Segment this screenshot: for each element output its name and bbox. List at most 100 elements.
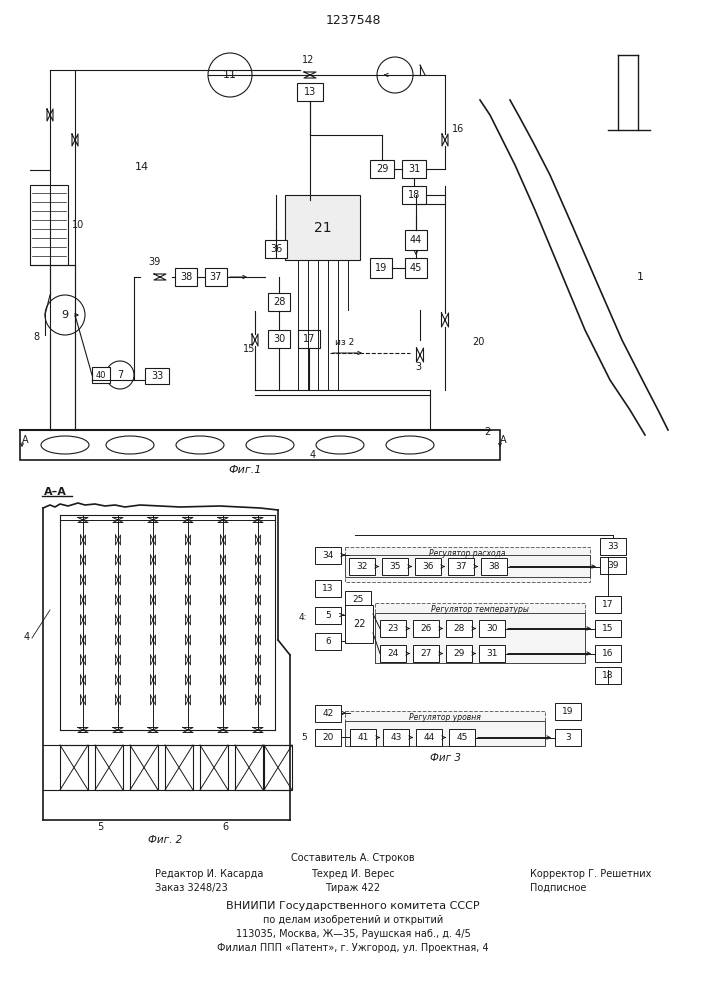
Text: 33: 33	[607, 542, 619, 551]
Bar	[595, 596, 621, 613]
Bar	[268, 330, 290, 348]
Text: Фиг.1: Фиг.1	[228, 465, 262, 475]
Bar	[555, 703, 581, 720]
Text: Техред И. Верес: Техред И. Верес	[311, 869, 395, 879]
Text: 4: 4	[310, 450, 316, 460]
Text: 14: 14	[135, 162, 149, 172]
Text: 4: 4	[24, 632, 30, 642]
Bar	[345, 591, 371, 608]
Text: 22: 22	[353, 619, 366, 629]
Bar	[345, 605, 373, 643]
Bar	[60, 745, 88, 790]
Bar	[315, 547, 341, 564]
Text: 16: 16	[452, 124, 464, 134]
Text: 36: 36	[422, 562, 434, 571]
Text: Корректор Г. Решетних: Корректор Г. Решетних	[530, 869, 651, 879]
Bar	[235, 745, 263, 790]
Text: 6: 6	[325, 637, 331, 646]
Text: 3: 3	[415, 362, 421, 372]
Text: Редактор И. Касарда: Редактор И. Касарда	[155, 869, 264, 879]
Text: 17: 17	[303, 334, 315, 344]
Text: 21: 21	[314, 221, 332, 234]
Text: 19: 19	[375, 263, 387, 273]
Text: 43: 43	[390, 733, 402, 742]
Bar	[370, 258, 392, 278]
Bar	[205, 268, 227, 286]
Text: 37: 37	[210, 272, 222, 282]
Text: А: А	[500, 435, 507, 445]
Text: 7: 7	[117, 370, 123, 380]
Text: Регулятор температуры: Регулятор температуры	[431, 604, 529, 613]
Bar	[315, 705, 341, 722]
Text: Фиг. 2: Фиг. 2	[148, 835, 182, 845]
Text: 34: 34	[322, 551, 334, 560]
Bar	[448, 558, 474, 575]
Text: 18: 18	[602, 671, 614, 680]
Bar	[315, 729, 341, 746]
Bar	[370, 160, 394, 178]
Bar	[375, 603, 585, 663]
Text: 20: 20	[472, 337, 484, 347]
Bar	[145, 368, 169, 384]
Bar	[92, 367, 110, 383]
Bar	[375, 613, 585, 663]
Bar	[297, 83, 323, 101]
Bar	[345, 555, 590, 577]
Text: 20: 20	[322, 733, 334, 742]
Bar	[479, 620, 505, 637]
Text: 26: 26	[421, 624, 432, 633]
Text: 41: 41	[357, 733, 368, 742]
Bar	[595, 667, 621, 684]
Text: 40: 40	[95, 370, 106, 379]
Text: из 2: из 2	[335, 338, 354, 347]
Bar	[130, 745, 158, 790]
Text: 31: 31	[486, 649, 498, 658]
Text: 18: 18	[408, 190, 420, 200]
Bar	[382, 558, 408, 575]
Text: 38: 38	[489, 562, 500, 571]
Text: 44: 44	[423, 733, 435, 742]
Bar	[265, 240, 287, 258]
Bar	[446, 645, 472, 662]
Bar	[479, 645, 505, 662]
Bar	[555, 729, 581, 746]
Bar	[416, 729, 442, 746]
Bar	[600, 538, 626, 555]
Text: 25: 25	[352, 595, 363, 604]
Bar	[315, 607, 341, 624]
Text: 19: 19	[562, 707, 574, 716]
Text: 37: 37	[455, 562, 467, 571]
Bar	[345, 547, 590, 582]
Bar	[380, 620, 406, 637]
Text: 30: 30	[273, 334, 285, 344]
Bar	[595, 645, 621, 662]
Text: 39: 39	[148, 257, 160, 267]
Text: 113035, Москва, Ж—35, Раушская наб., д. 4/5: 113035, Москва, Ж—35, Раушская наб., д. …	[235, 929, 470, 939]
Text: 13: 13	[304, 87, 316, 97]
Bar	[345, 711, 545, 746]
Text: Филиал ППП «Патент», г. Ужгород, ул. Проектная, 4: Филиал ППП «Патент», г. Ужгород, ул. Про…	[217, 943, 489, 953]
Text: 10: 10	[72, 220, 84, 230]
Bar	[413, 645, 439, 662]
Bar	[402, 160, 426, 178]
Text: 36: 36	[270, 244, 282, 254]
Bar	[380, 645, 406, 662]
Bar	[481, 558, 507, 575]
Text: Заказ 3248/23: Заказ 3248/23	[155, 883, 228, 893]
Text: 32: 32	[356, 562, 368, 571]
Text: 3: 3	[565, 733, 571, 742]
Bar	[449, 729, 475, 746]
Text: 29: 29	[376, 164, 388, 174]
Bar	[175, 268, 197, 286]
Text: 38: 38	[180, 272, 192, 282]
Text: 17: 17	[602, 600, 614, 609]
Text: 11: 11	[223, 70, 237, 80]
Text: 6: 6	[222, 822, 228, 832]
Text: А–А: А–А	[44, 487, 66, 497]
Text: 9: 9	[62, 310, 69, 320]
Text: 28: 28	[273, 297, 285, 307]
Text: 15: 15	[243, 344, 255, 354]
Text: Регулятор уровня: Регулятор уровня	[409, 712, 481, 722]
Bar	[298, 330, 320, 348]
Text: ВНИИПИ Государственного комитета СССР: ВНИИПИ Государственного комитета СССР	[226, 901, 480, 911]
